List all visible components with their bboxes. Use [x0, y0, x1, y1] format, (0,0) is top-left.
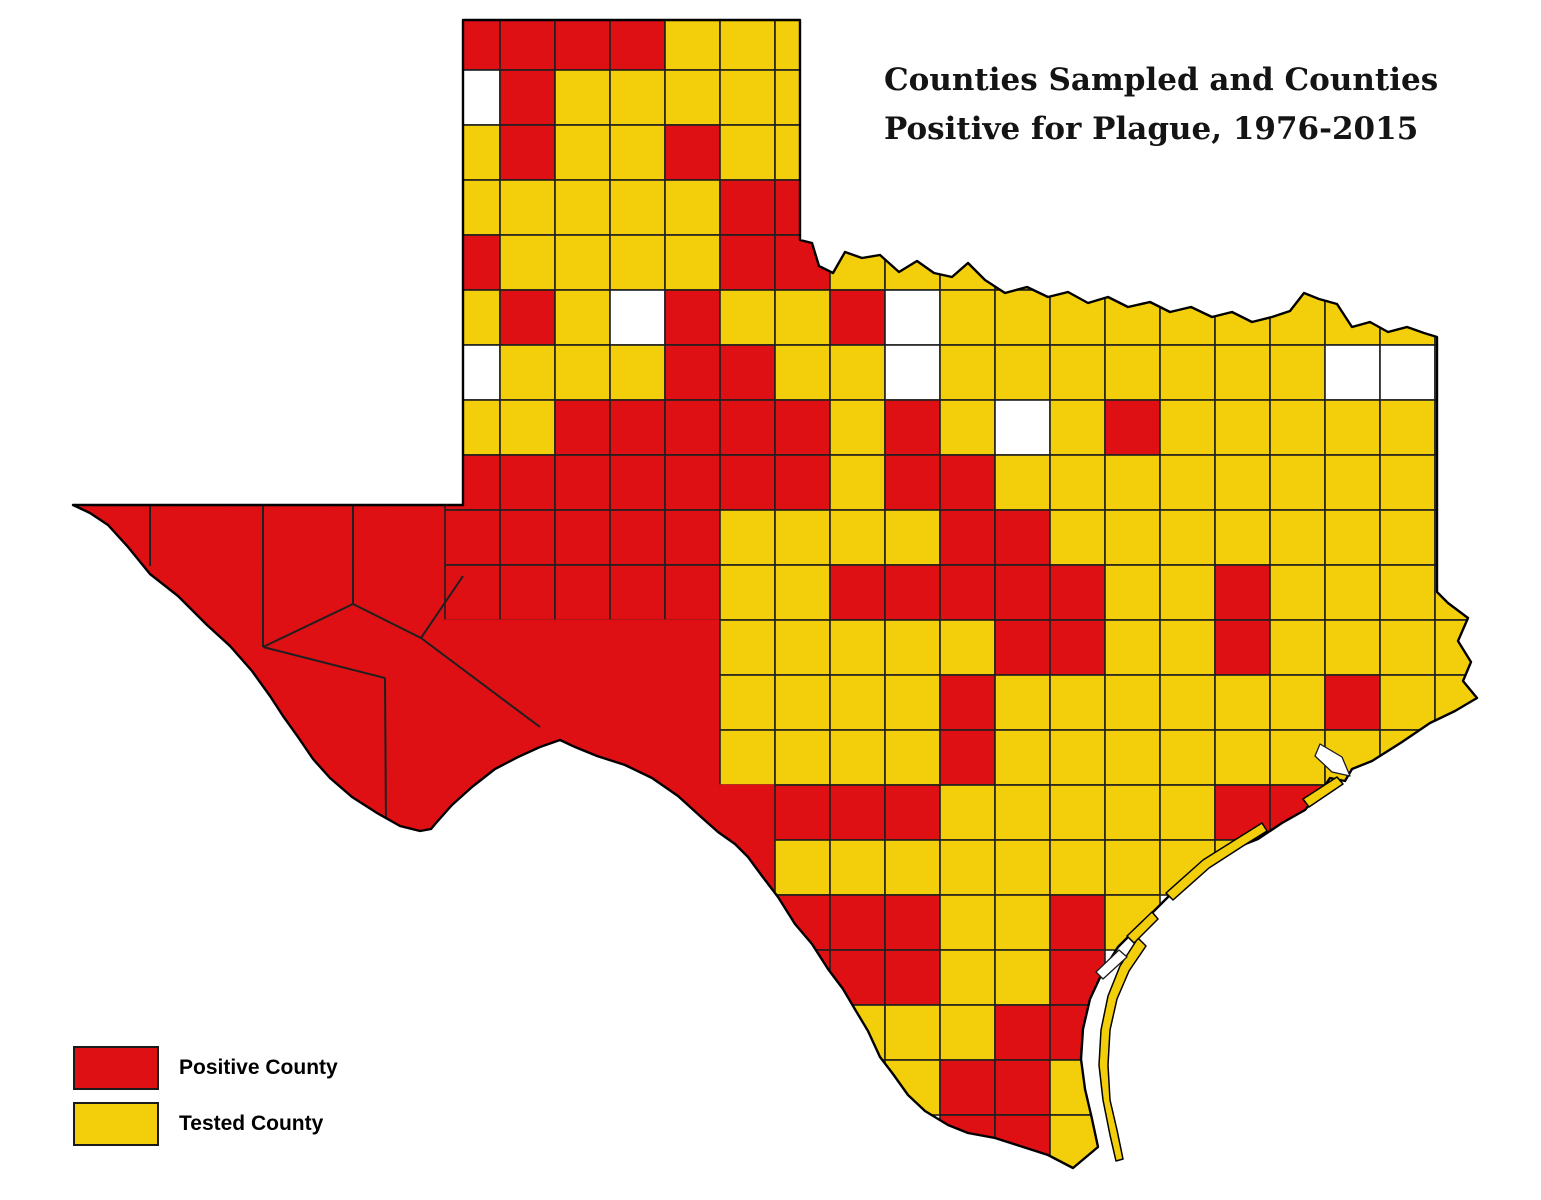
legend-label-tested-county: Tested County [179, 1112, 324, 1135]
title-line-2: Positive for Plague, 1976-2015 [884, 111, 1419, 147]
legend: Positive County Tested County [73, 1046, 338, 1158]
map-title: Counties Sampled and Counties Positive f… [884, 56, 1504, 154]
legend-swatch-tested-county [73, 1102, 159, 1146]
legend-item-tested: Tested County [73, 1102, 338, 1146]
legend-swatch-positive-county [73, 1046, 159, 1090]
title-line-1: Counties Sampled and Counties [884, 62, 1439, 98]
legend-label-positive-county: Positive County [179, 1056, 338, 1079]
legend-item-positive: Positive County [73, 1046, 338, 1090]
